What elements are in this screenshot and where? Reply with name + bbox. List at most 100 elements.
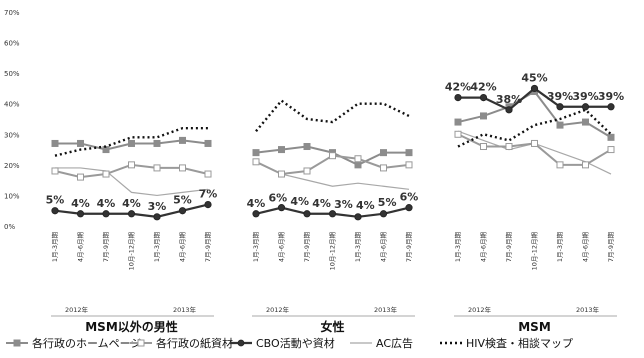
x-tick-label: 7月-9月期 (505, 232, 513, 263)
data-label: 4% (290, 195, 309, 208)
x-tick-label: 4月-6月期 (77, 232, 85, 263)
series-paper-point (278, 170, 285, 178)
x-tick-label: 1月-3月期 (354, 232, 362, 263)
series-cbo-point (505, 106, 513, 114)
data-label: 6% (269, 192, 288, 205)
legend-label: 各行政の紙資材 (156, 336, 233, 350)
series-cbo-point (153, 213, 161, 221)
series-homepage-point (480, 112, 487, 120)
series-homepage-point (278, 146, 285, 154)
series-paper-point (556, 161, 564, 169)
series-cbo-point (556, 103, 564, 111)
data-label: 5% (46, 194, 65, 207)
series-cbo-point (127, 210, 136, 218)
data-label: 39% (598, 90, 624, 103)
data-label: 39% (547, 90, 573, 103)
x-tick-label: 7月-9月期 (405, 232, 413, 263)
series-paper-point (454, 130, 462, 138)
data-label: 45% (521, 71, 547, 84)
series-homepage-point (405, 149, 413, 157)
series-cbo-point (51, 207, 59, 215)
series-cbo-point (479, 94, 488, 102)
data-label: 38% (496, 93, 522, 106)
series-paper-point (252, 158, 260, 166)
legend-item: HIV検査・相談マップ (440, 336, 573, 350)
x-tick-label: 7月-9月期 (607, 232, 615, 263)
series-paper-point (153, 164, 161, 172)
panel-1: 5% 4% 4% 4% 3% 5% 7% 1月-3月期 4月-6月期 7月-9月期 10月-12月期… (46, 126, 218, 334)
x-tick-label: 4月-6月期 (582, 232, 590, 263)
series-paper-point (380, 164, 387, 172)
x-tick-label: 4月-6月期 (480, 232, 488, 263)
series-cbo-point (303, 210, 311, 218)
x-tick-label: 10月-12月期 (531, 232, 539, 271)
series-homepage-point (556, 121, 564, 129)
year-label: 2012年 (266, 305, 290, 314)
panel-3: 42% 42%38%45%39% 39% 39%1月-3月期 4月-6月期 7月-9月期 1… (445, 71, 624, 334)
data-label: 4% (122, 197, 141, 210)
data-label: 6% (400, 191, 419, 204)
series-cbo-point (178, 207, 187, 215)
x-tick-label: 4月-6月期 (380, 232, 388, 263)
panel-title: MSM以外の男性 (85, 319, 178, 334)
legend-item: 各行政のホームページ (6, 336, 141, 350)
year-label: 2012年 (468, 305, 492, 314)
series-cbo-point (76, 210, 85, 218)
series-paper-point (480, 143, 487, 151)
x-tick-label: 4月-6月期 (278, 232, 286, 263)
series-cbo-point (581, 103, 590, 111)
series-paper-point (505, 143, 513, 151)
series-homepage-point (380, 149, 387, 157)
x-tick-label: 1月-3月期 (556, 232, 564, 263)
series-cbo-point (607, 103, 615, 111)
series-paper-point (405, 161, 413, 169)
x-tick-label: 4月-6月期 (179, 232, 187, 263)
y-tick-label: 70% (4, 9, 20, 17)
series-homepage-point (607, 133, 615, 141)
series-cbo-point (354, 213, 362, 221)
data-label: 4% (97, 197, 116, 210)
series-homepage-point (582, 118, 589, 126)
series-homepage-point (454, 118, 462, 126)
series-cbo-point (328, 210, 337, 218)
year-label: 2013年 (173, 305, 197, 314)
series-homepage-point (354, 161, 362, 169)
series-cbo-point (252, 210, 260, 218)
series-homepage-point (179, 136, 186, 144)
series-paper-point (179, 164, 186, 172)
series-paper-point (582, 161, 589, 169)
data-label: 4% (71, 197, 90, 210)
legend-marker (137, 339, 145, 347)
series-paper-point (204, 170, 212, 178)
legend: 各行政のホームページ 各行政の紙資材 CBO活動や資材 AC広告 HIV検査・相談マップ (6, 336, 573, 350)
data-label: 7% (199, 188, 218, 201)
x-tick-label: 10月-12月期 (329, 232, 337, 271)
series-paper-point (607, 146, 615, 154)
series-homepage-point (252, 149, 260, 157)
legend-marker (237, 339, 245, 347)
series-homepage-point (153, 139, 161, 147)
series-hivmap-line (255, 99, 410, 132)
y-tick-label: 60% (4, 40, 20, 48)
year-label: 2013年 (576, 305, 600, 314)
year-label: 2012年 (65, 305, 89, 314)
x-tick-label: 7月-9月期 (102, 232, 110, 263)
series-cbo-point (379, 210, 388, 218)
series-paper-point (102, 170, 110, 178)
legend-marker (13, 339, 21, 347)
series-paper-point (303, 167, 311, 175)
y-tick-label: 50% (4, 70, 20, 78)
series-homepage-point (204, 139, 212, 147)
legend-label: CBO活動や資材 (256, 336, 335, 350)
legend-item: CBO活動や資材 (230, 336, 335, 350)
series-paper-point (329, 152, 336, 160)
series-ac-line (55, 167, 209, 197)
x-tick-label: 10月-12月期 (128, 232, 136, 271)
data-label: 39% (572, 90, 598, 103)
series-hivmap-line (54, 126, 208, 157)
y-tick-label: 30% (4, 131, 20, 139)
series-cbo-point (102, 210, 110, 218)
legend-label: 各行政のホームページ (32, 336, 141, 350)
series-homepage-point (303, 143, 311, 151)
